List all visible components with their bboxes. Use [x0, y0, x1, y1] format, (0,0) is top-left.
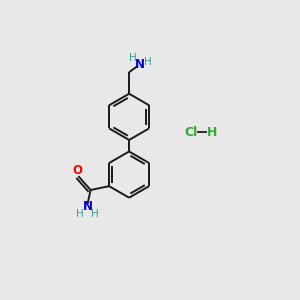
Text: Cl: Cl	[184, 126, 197, 139]
Text: H: H	[144, 57, 152, 67]
Text: H: H	[76, 209, 84, 219]
Text: N: N	[82, 200, 92, 213]
Text: N: N	[135, 58, 145, 71]
Text: H: H	[129, 53, 137, 63]
Text: H: H	[207, 126, 217, 139]
Text: O: O	[73, 164, 82, 177]
Text: H: H	[91, 209, 98, 219]
